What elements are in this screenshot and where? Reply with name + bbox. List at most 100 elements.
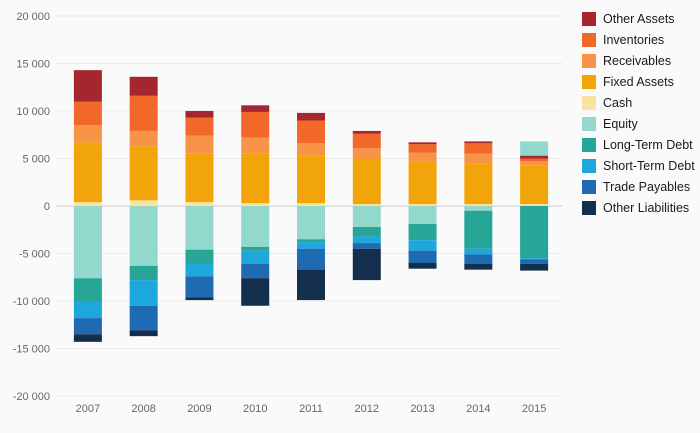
y-tick-label: 10 000 (16, 106, 50, 118)
bar-segment-short-term-debt-2014 (464, 248, 493, 255)
bar-segment-receivables-2011 (297, 143, 325, 156)
bar-segment-trade-payables-2012 (352, 243, 381, 249)
bar-segment-long-term-debt-2009 (185, 249, 214, 264)
bar-segment-other-liabilities-2012 (352, 248, 381, 281)
bar-segment-receivables-2007 (73, 125, 102, 143)
legend-swatch (582, 159, 596, 173)
legend-item-trade-payables[interactable]: Trade Payables (582, 180, 695, 194)
x-axis-label-2012: 2012 (355, 403, 379, 415)
bar-segment-cash-2009 (185, 202, 214, 206)
bar-segment-inventories-2014 (464, 143, 493, 154)
bar-segment-other-liabilities-2011 (297, 269, 325, 301)
x-axis-label-2009: 2009 (187, 403, 211, 415)
bar-segment-short-term-debt-2011 (297, 242, 325, 249)
x-axis-label-2013: 2013 (410, 403, 434, 415)
legend-label: Equity (603, 117, 638, 131)
legend-swatch (582, 180, 596, 194)
legend-item-fixed-assets[interactable]: Fixed Assets (582, 75, 695, 89)
bar-segment-trade-payables-2011 (297, 248, 325, 270)
bar-segment-receivables-2013 (408, 152, 437, 162)
legend-label: Other Liabilities (603, 201, 690, 215)
bar-segment-fixed-assets-2015 (520, 165, 549, 205)
legend-label: Inventories (603, 33, 665, 47)
bar-segment-trade-payables-2007 (73, 318, 102, 335)
x-axis-label-2008: 2008 (131, 403, 155, 415)
legend-item-receivables[interactable]: Receivables (582, 54, 695, 68)
bar-segment-inventories-2015 (520, 158, 549, 162)
bar-segment-other-liabilities-2014 (464, 263, 493, 270)
legend-swatch (582, 96, 596, 110)
bar-segment-long-term-debt-2013 (408, 224, 437, 241)
bar-segment-trade-payables-2010 (241, 263, 270, 279)
bar-segment-receivables-2009 (185, 135, 214, 154)
bar-segment-cash-2012 (352, 204, 381, 206)
bar-segment-trade-payables-2013 (408, 250, 437, 263)
y-tick-label: 15 000 (16, 59, 50, 71)
legend-label: Long-Term Debt (603, 138, 693, 152)
bar-segment-inventories-2011 (297, 120, 325, 144)
bar-segment-fixed-assets-2008 (129, 146, 158, 201)
bar-segment-other-liabilities-2009 (185, 297, 214, 301)
legend-label: Short-Term Debt (603, 159, 695, 173)
bar-segment-fixed-assets-2013 (408, 161, 437, 205)
bar-segment-cash-2011 (297, 203, 325, 206)
y-tick-label: -20 000 (13, 391, 50, 403)
legend-swatch (582, 138, 596, 152)
bar-segment-other-assets-2014 (464, 141, 493, 144)
bar-segment-other-liabilities-2015 (520, 263, 549, 271)
legend-item-other-assets[interactable]: Other Assets (582, 12, 695, 26)
bar-segment-long-term-debt-2012 (352, 226, 381, 237)
bar-segment-cash-2014 (464, 204, 493, 206)
bar-segment-cash-2008 (129, 200, 158, 206)
legend-label: Receivables (603, 54, 672, 68)
x-axis-label-2011: 2011 (299, 403, 323, 415)
legend-swatch (582, 75, 596, 89)
legend-swatch (582, 201, 596, 215)
bar-segment-receivables-2012 (352, 148, 381, 159)
bar-segment-trade-payables-2014 (464, 254, 493, 264)
x-axis-label-2010: 2010 (243, 403, 267, 415)
bar-segment-short-term-debt-2010 (241, 250, 270, 264)
bar-segment-cash-2015 (520, 204, 549, 206)
legend-item-equity[interactable]: Equity (582, 117, 695, 131)
bar-segment-other-liabilities-2007 (73, 334, 102, 342)
bar-segment-other-assets-2012 (352, 130, 381, 134)
bar-segment-other-assets-2015 (520, 155, 549, 159)
bar-segment-receivables-2008 (129, 130, 158, 147)
legend-label: Trade Payables (603, 180, 691, 194)
bar-segment-other-assets-2013 (408, 142, 437, 145)
bar-segment-short-term-debt-2013 (408, 240, 437, 251)
bar-segment-inventories-2009 (185, 117, 214, 136)
y-tick-label: 5 000 (22, 154, 50, 166)
legend-item-cash[interactable]: Cash (582, 96, 695, 110)
bar-segment-equity-2014 (464, 206, 493, 211)
legend-item-other-liabilities[interactable]: Other Liabilities (582, 201, 695, 215)
bar-segment-short-term-debt-2012 (352, 236, 381, 244)
legend-label: Other Assets (603, 12, 675, 26)
legend-item-long-term-debt[interactable]: Long-Term Debt (582, 138, 695, 152)
bar-segment-fixed-assets-2010 (241, 153, 270, 204)
bar-segment-other-assets-2007 (73, 70, 102, 102)
bar-segment-receivables-2015 (520, 161, 549, 166)
bar-segment-fixed-assets-2009 (185, 153, 214, 203)
legend-item-inventories[interactable]: Inventories (582, 33, 695, 47)
bar-segment-short-term-debt-2015 (520, 258, 549, 260)
legend-swatch (582, 12, 596, 26)
bar-segment-other-liabilities-2010 (241, 278, 270, 306)
legend-item-short-term-debt[interactable]: Short-Term Debt (582, 159, 695, 173)
bar-segment-short-term-debt-2009 (185, 263, 214, 277)
y-tick-label: -15 000 (13, 344, 50, 356)
bar-segment-fixed-assets-2007 (73, 142, 102, 203)
bar-segment-cash-2013 (408, 204, 437, 206)
y-tick-label: -10 000 (13, 296, 50, 308)
x-axis-label-2015: 2015 (522, 403, 546, 415)
legend-swatch (582, 33, 596, 47)
bar-segment-equity-2007 (73, 206, 102, 279)
bar-segment-long-term-debt-2011 (297, 239, 325, 243)
bar-segment-inventories-2012 (352, 133, 381, 149)
bar-segment-other-liabilities-2008 (129, 330, 158, 337)
bar-segment-receivables-2010 (241, 137, 270, 154)
bar-segment-other-liabilities-2013 (408, 263, 437, 269)
